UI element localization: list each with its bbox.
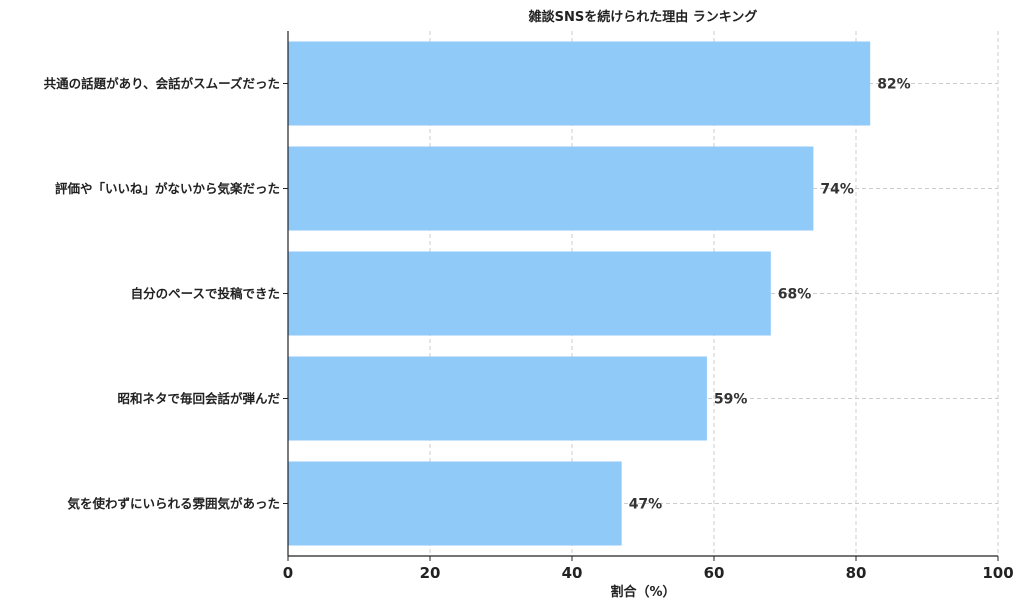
x-axis-ticks: 0 20 40 60 80 100	[283, 83, 1014, 582]
x-tick-label: 20	[420, 564, 441, 582]
value-labels: 82% 74% 68% 59% 47%	[629, 77, 911, 513]
value-label: 74%	[820, 182, 854, 198]
value-label: 59%	[714, 392, 748, 408]
x-tick-label: 80	[846, 564, 867, 582]
chart-title: 雑談SNSを続けられた理由 ランキング	[528, 9, 758, 25]
category-label: 評価や「いいね」がないから気楽だった	[55, 181, 280, 196]
bar	[288, 461, 622, 546]
value-label: 82%	[877, 77, 911, 93]
y-axis-labels: 共通の話題があり、会話がスムーズだった評価や「いいね」がないから気楽だった自分の…	[44, 76, 281, 511]
x-axis-label: 割合（%）	[610, 584, 675, 600]
category-label: 気を使わずにいられる雰囲気があった	[67, 496, 280, 511]
bar	[288, 146, 814, 231]
category-label: 昭和ネタで毎回会話が弾んだ	[117, 391, 280, 406]
x-tick-label: 0	[283, 564, 293, 582]
bar	[288, 356, 707, 441]
bars	[288, 41, 871, 546]
x-tick-label: 60	[704, 564, 725, 582]
x-tick-label: 100	[982, 564, 1013, 582]
value-label: 68%	[778, 287, 812, 303]
category-label: 共通の話題があり、会話がスムーズだった	[44, 76, 280, 91]
bar	[288, 41, 871, 126]
bar	[288, 251, 771, 336]
category-label: 自分のペースで投稿できた	[131, 286, 280, 301]
value-label: 47%	[629, 497, 663, 513]
x-tick-label: 40	[562, 564, 583, 582]
